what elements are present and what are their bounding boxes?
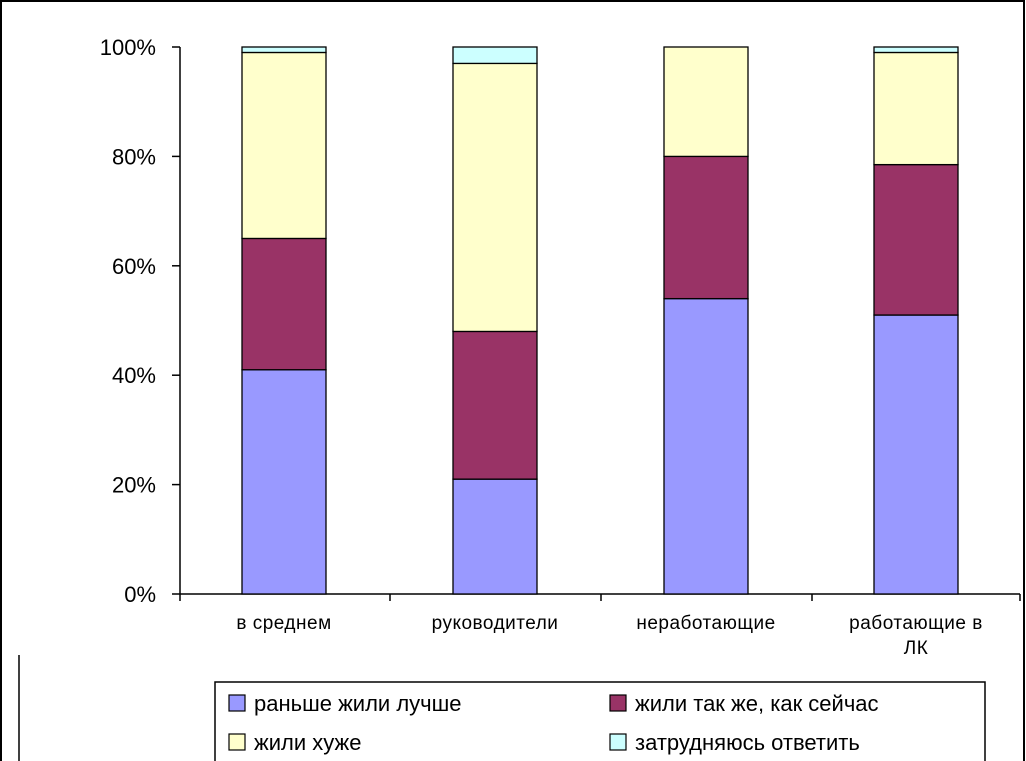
bar-segment bbox=[452, 46, 538, 65]
x-tick-label: руководители bbox=[432, 613, 559, 634]
plot-area: 0% 20% 40% 60% 80% 100% в среднем руководители н… bbox=[100, 35, 1021, 659]
bar-segment bbox=[873, 51, 959, 166]
y-tick-label: 100% bbox=[100, 35, 156, 60]
y-tick-label: 60% bbox=[112, 254, 156, 279]
bar-segment bbox=[873, 46, 959, 54]
bar-segment bbox=[663, 46, 749, 158]
bar-segment bbox=[241, 51, 327, 240]
x-tick-label: работающие в bbox=[849, 613, 983, 634]
bar-segment bbox=[241, 369, 327, 595]
bar-segment bbox=[663, 297, 749, 595]
bar-segment bbox=[452, 478, 538, 595]
legend-swatch bbox=[609, 733, 627, 751]
legend-label: раньше жили лучше bbox=[254, 691, 462, 716]
bar-segment bbox=[873, 163, 959, 316]
bar-segment bbox=[663, 155, 749, 300]
y-tick-label: 40% bbox=[112, 363, 156, 388]
x-tick-label: в среднем bbox=[236, 613, 331, 634]
legend: раньше жили лучше жили так же, как сейчас… bbox=[214, 681, 986, 761]
y-tick-label: 0% bbox=[124, 582, 156, 607]
legend-swatch bbox=[228, 733, 246, 751]
legend-label: жили так же, как сейчас bbox=[635, 691, 879, 716]
legend-label: затрудняюсь ответить bbox=[635, 730, 860, 755]
y-tick-label: 80% bbox=[112, 144, 156, 169]
bar-segment bbox=[452, 62, 538, 333]
bar-segment bbox=[452, 330, 538, 480]
x-tick-label: неработающие bbox=[636, 613, 775, 634]
bar-segment bbox=[241, 237, 327, 371]
legend-label: жили хуже bbox=[254, 730, 361, 755]
legend-swatch bbox=[609, 694, 627, 712]
bar-segment bbox=[241, 46, 327, 54]
y-tick-label: 20% bbox=[112, 473, 156, 498]
legend-swatch bbox=[228, 694, 246, 712]
x-tick-label: ЛК bbox=[904, 638, 929, 659]
legend-box bbox=[214, 681, 986, 761]
bar-segment bbox=[873, 314, 959, 595]
